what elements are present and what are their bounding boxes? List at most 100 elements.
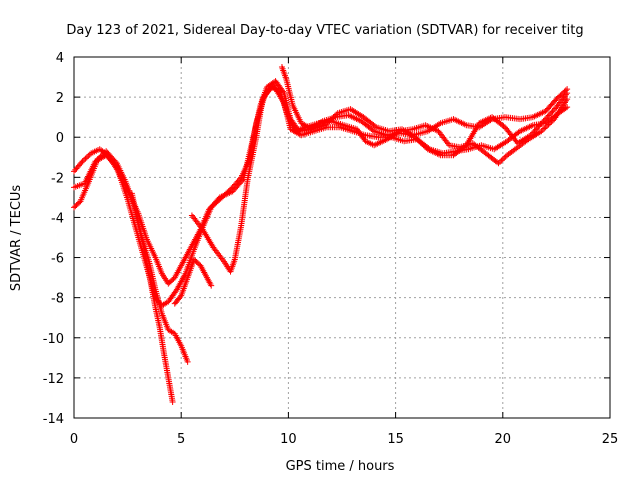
marker-trail	[436, 129, 452, 147]
marker-trail	[253, 98, 266, 139]
series-7	[278, 64, 571, 159]
marker-trail	[72, 199, 83, 210]
y-tick-label: -14	[43, 412, 64, 427]
marker-trail	[153, 256, 165, 275]
data-point	[564, 104, 571, 111]
data-point	[208, 282, 215, 289]
marker-trail	[152, 288, 165, 315]
marker-trail	[72, 181, 86, 190]
marker-trail	[239, 158, 252, 179]
y-tick-label: 4	[56, 51, 64, 66]
marker-trail	[172, 264, 184, 279]
marker-trail	[209, 195, 224, 210]
marker-trail	[165, 376, 176, 404]
marker-trail	[349, 107, 365, 120]
marker-trail	[129, 192, 144, 235]
marker-trail	[125, 198, 141, 239]
marker-trail	[554, 91, 569, 109]
data-point	[540, 118, 547, 125]
marker-trail	[516, 133, 533, 146]
marker-trail	[452, 116, 468, 128]
data-series	[71, 64, 571, 405]
marker-trail	[157, 326, 167, 355]
marker-trail	[290, 103, 304, 125]
marker-trail	[273, 79, 287, 95]
y-tick-label: -8	[51, 292, 64, 307]
marker-trail	[89, 147, 102, 156]
data-point	[321, 122, 328, 129]
data-point	[564, 90, 571, 97]
marker-trail	[424, 122, 440, 134]
marker-trail	[552, 97, 570, 121]
marker-trail	[138, 232, 152, 263]
x-tick-label: 0	[70, 432, 78, 447]
marker-trail	[230, 175, 244, 189]
x-tick-label: 25	[602, 432, 619, 447]
marker-trail	[161, 352, 172, 380]
marker-trail	[492, 139, 509, 152]
y-tick-label: 0	[56, 131, 64, 146]
marker-trail	[451, 143, 468, 158]
marker-trail	[166, 288, 179, 304]
marker-trail	[104, 149, 119, 165]
marker-trail	[503, 125, 520, 145]
marker-trail	[527, 129, 543, 142]
marker-trail	[364, 139, 376, 148]
marker-trail	[518, 122, 535, 134]
marker-trail	[78, 180, 92, 203]
y-tick-label: -4	[51, 211, 64, 226]
x-tick-label: 20	[495, 432, 512, 447]
data-point	[208, 204, 215, 211]
y-tick-label: -12	[43, 372, 64, 387]
marker-trail	[375, 124, 391, 134]
marker-trail	[347, 112, 363, 124]
marker-trail	[411, 122, 427, 132]
marker-trail	[342, 122, 359, 132]
marker-trail	[330, 118, 346, 128]
marker-trail	[541, 105, 559, 123]
marker-trail	[543, 97, 559, 113]
marker-trail	[505, 145, 520, 158]
marker-trail	[265, 79, 278, 90]
marker-trail	[72, 159, 85, 173]
marker-trail	[228, 258, 238, 273]
x-axis-label: GPS time / hours	[286, 459, 395, 474]
series-6	[188, 84, 571, 275]
series-4	[128, 190, 191, 365]
x-tick-label: 15	[387, 432, 404, 447]
marker-trail	[323, 111, 340, 127]
marker-trail	[338, 124, 354, 134]
axis-ticks: 0 5 10 15 20 25 -14 -12 -10 -8 -6 -4 -2 0 2 4	[43, 51, 619, 447]
marker-trail	[178, 276, 190, 297]
y-axis-label: SDTVAR / TECUs	[9, 185, 24, 292]
marker-trail	[277, 89, 289, 113]
data-point	[169, 398, 176, 405]
marker-trail	[490, 115, 507, 130]
grid-lines	[74, 57, 610, 418]
marker-trail	[81, 151, 93, 163]
data-point	[94, 156, 101, 163]
marker-trail	[299, 121, 314, 132]
marker-trail	[245, 136, 259, 181]
series-2	[71, 82, 571, 309]
marker-trail	[232, 224, 244, 261]
y-tick-label: -6	[51, 252, 64, 267]
marker-trail	[372, 128, 389, 138]
marker-trail	[86, 158, 100, 183]
marker-trail	[160, 299, 170, 308]
data-point	[527, 132, 534, 139]
marker-trail	[518, 114, 534, 122]
marker-trail	[172, 332, 184, 348]
data-point	[495, 160, 502, 167]
y-tick-label: -2	[51, 171, 64, 186]
marker-trail	[439, 116, 455, 126]
data-point	[553, 96, 560, 103]
marker-trail	[200, 228, 216, 249]
marker-trail	[413, 135, 430, 151]
marker-trail	[192, 257, 203, 268]
data-point	[538, 128, 545, 135]
marker-trail	[146, 260, 159, 291]
marker-trail	[183, 248, 197, 275]
marker-trail	[166, 327, 177, 336]
